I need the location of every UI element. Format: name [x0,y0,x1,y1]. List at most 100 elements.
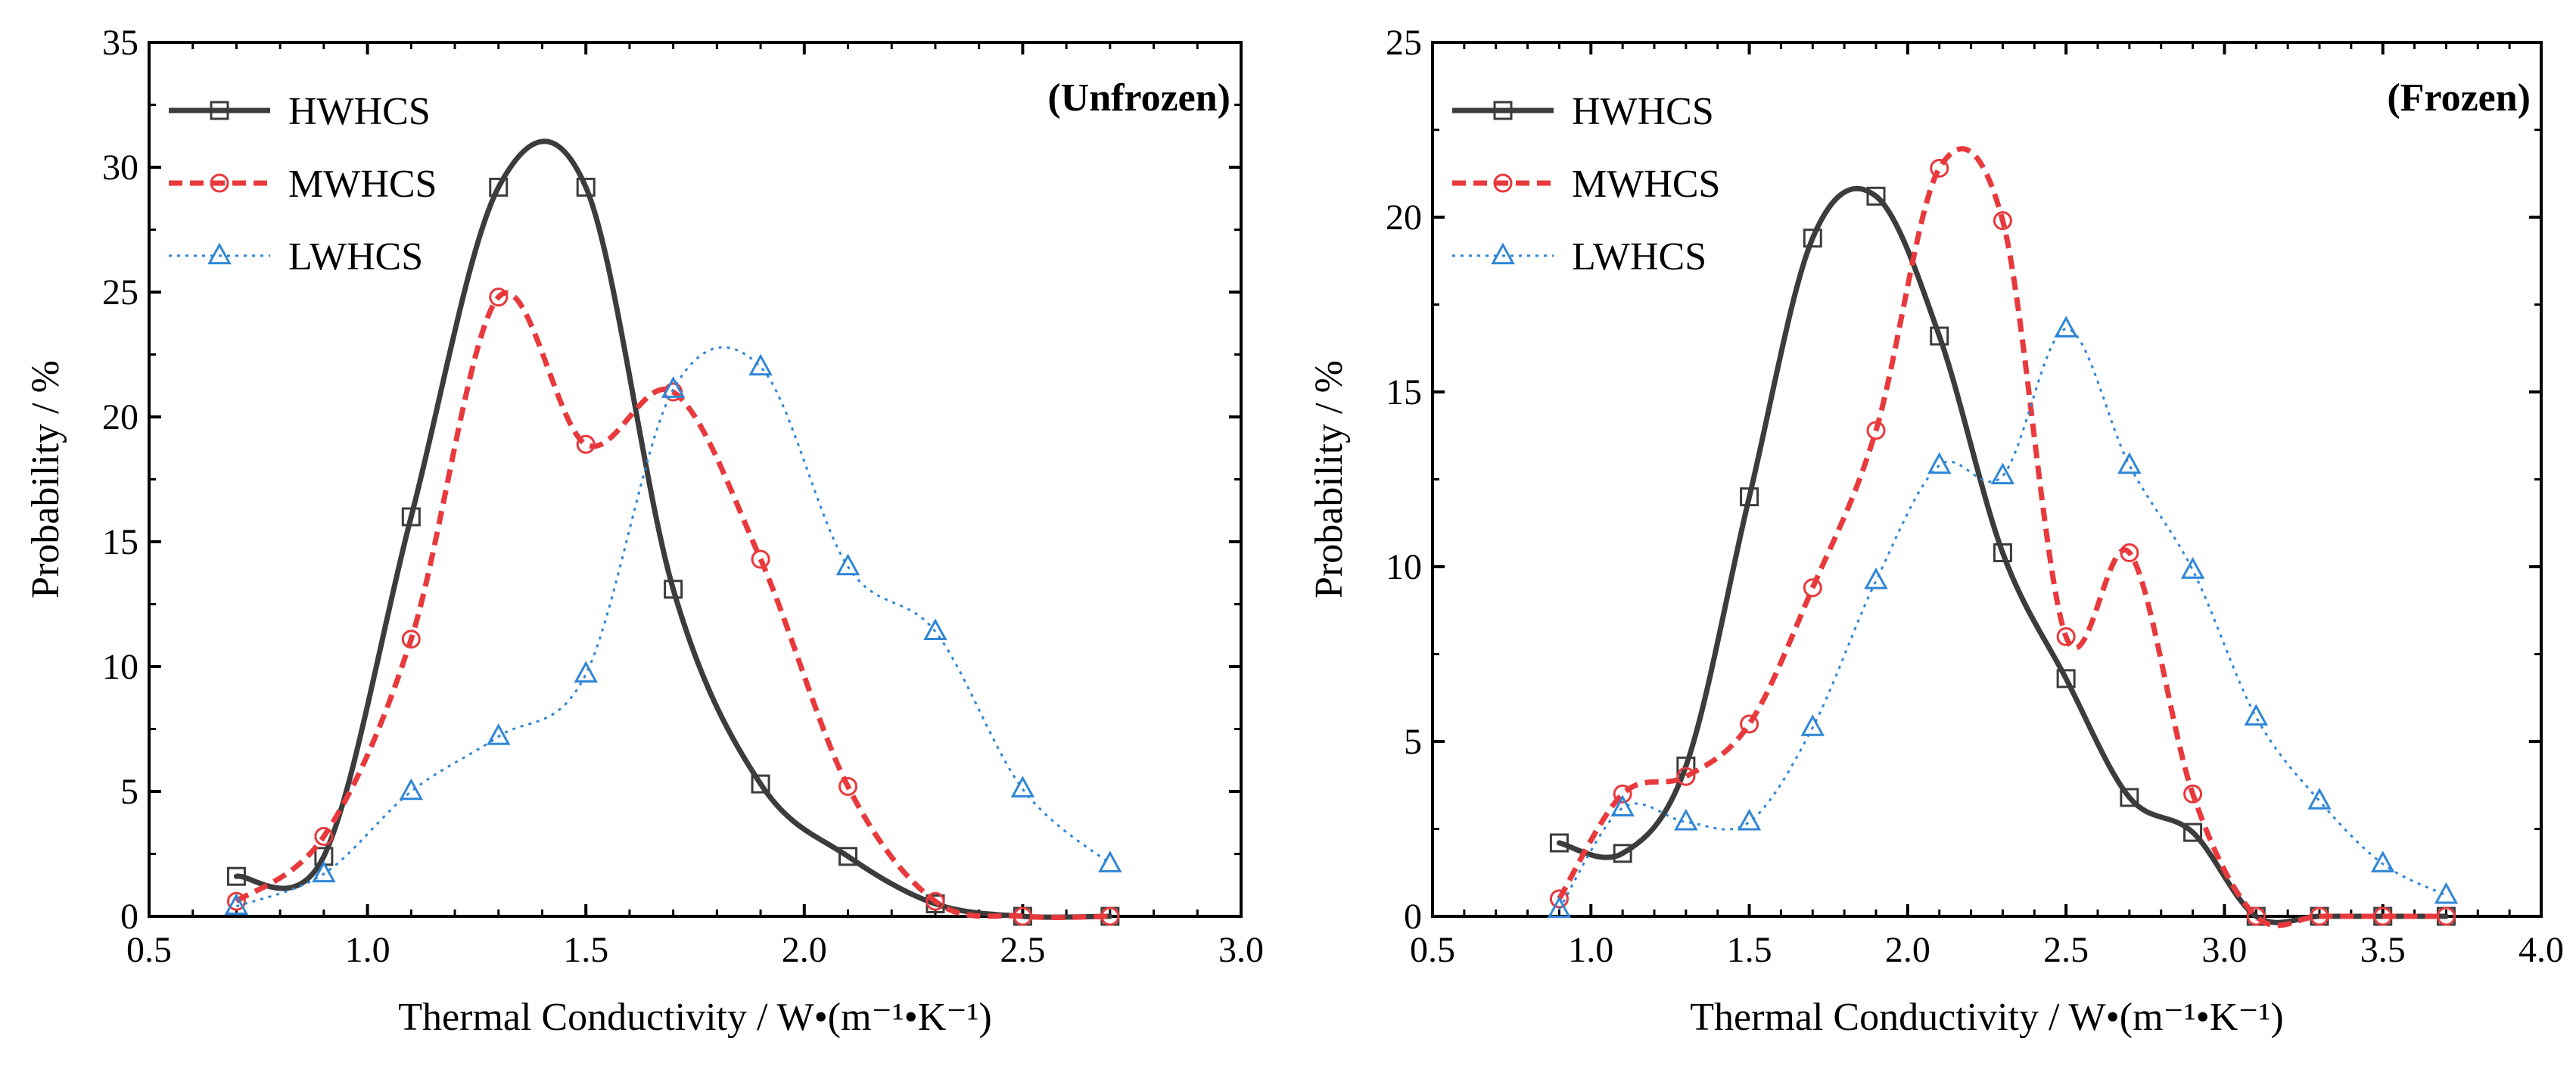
data-point [2056,627,2076,646]
y-tick-label: 10 [1386,547,1422,587]
data-point [1100,906,1120,926]
x-tick-label: 3.0 [1218,930,1264,970]
data-point [2307,788,2332,810]
data-point [838,776,858,796]
x-tick-label: 3.0 [2201,930,2247,970]
series-mwhcs [226,288,1120,926]
data-point [923,618,947,641]
data-point [401,507,421,527]
data-point [1737,808,1762,831]
x-tick-label: 2.5 [1000,930,1045,970]
data-point [1927,452,1952,474]
data-point [1549,833,1569,853]
x-tick-label: 1.0 [1568,930,1613,970]
series-mwhcs [1549,146,2456,928]
data-point [489,177,509,197]
data-point [926,891,945,911]
legend-label: HWHCS [288,90,431,133]
x-tick-label: 1.5 [1727,930,1772,970]
data-point [226,891,246,911]
data-point [1930,158,1949,178]
chart-frozen: 0.5 1.0 1.5 2.0 2.5 3.0 3.5 4.0 0 5 10 15 20 25 Therma… [1308,23,2564,1039]
data-point [1866,421,1886,440]
y-axis-title: Probability / % [24,360,67,599]
data-point [399,778,424,801]
data-point [226,866,246,886]
data-point [1740,714,1759,734]
data-point [1990,462,2015,485]
data-point [1930,326,1949,346]
data-point [1800,714,1825,736]
x-axis-title: Thermal Conductivity / W•(m⁻¹•K⁻¹) [1690,996,2283,1039]
data-point [2183,822,2203,842]
y-tick-label: 20 [102,397,138,437]
series-lwhcs [1547,316,2459,918]
data-point [835,553,860,576]
legend-marker [210,173,229,193]
data-point [2244,704,2269,726]
series-line [1556,185,2449,925]
data-point [2180,557,2205,579]
data-point [2436,906,2456,926]
legend-label: LWHCS [1572,235,1706,278]
data-point [1676,766,1696,786]
legend-label: HWHCS [1572,90,1714,133]
legend-marker [210,101,229,120]
data-point [751,549,770,569]
data-point [487,723,511,745]
data-point [401,630,421,649]
x-tick-label: 1.0 [345,930,390,970]
data-point [2370,850,2395,872]
data-point [661,376,686,398]
data-point [1674,808,1698,831]
y-tick-label: 0 [1404,897,1422,937]
x-tick-label: 2.0 [1885,930,1930,970]
y-tick-label: 10 [102,647,138,687]
y-tick-label: 35 [102,23,138,63]
data-point [1610,794,1635,816]
data-point [1993,543,2012,563]
legend-item: LWHCS [1452,235,1706,278]
data-point [751,774,770,794]
x-axis-title: Thermal Conductivity / W•(m⁻¹•K⁻¹) [398,996,991,1039]
legend-label: MWHCS [288,163,437,206]
x-tick-label: 2.0 [782,930,827,970]
data-point [2056,669,2076,689]
data-point [2054,316,2078,338]
panel-label: (Frozen) [2387,76,2531,120]
legend-item: LWHCS [169,235,423,278]
x-tick-label: 3.5 [2360,930,2406,970]
data-point [1864,567,1888,589]
data-point [1740,487,1759,507]
legend-label: MWHCS [1572,163,1720,206]
legend-item: MWHCS [169,163,437,206]
data-point [224,893,249,916]
data-point [576,177,596,197]
y-tick-label: 30 [102,148,138,188]
data-point [2117,452,2142,474]
data-point [1013,906,1032,926]
x-tick-label: 2.5 [2043,930,2089,970]
legend-marker [207,242,232,265]
series-line [235,290,1110,920]
data-point [1613,784,1632,804]
legend-item: MWHCS [1452,163,1720,206]
y-axis-title: Probability / % [1308,360,1351,599]
y-tick-label: 25 [102,272,138,313]
y-tick-label: 15 [1386,372,1422,412]
series-line [233,138,1113,920]
series-line [1558,328,2447,910]
y-tick-label: 25 [1386,23,1422,63]
legend-item: HWHCS [1452,90,1714,133]
data-point [312,860,336,883]
series-line [235,346,1111,908]
panel-label: (Unfrozen) [1047,76,1230,120]
data-point [1803,578,1822,598]
data-point [489,288,509,307]
x-tick-label: 1.5 [563,930,608,970]
data-point [838,847,858,866]
legend-marker [1493,101,1513,120]
y-tick-label: 15 [102,522,138,562]
legend-marker [1491,242,1515,265]
